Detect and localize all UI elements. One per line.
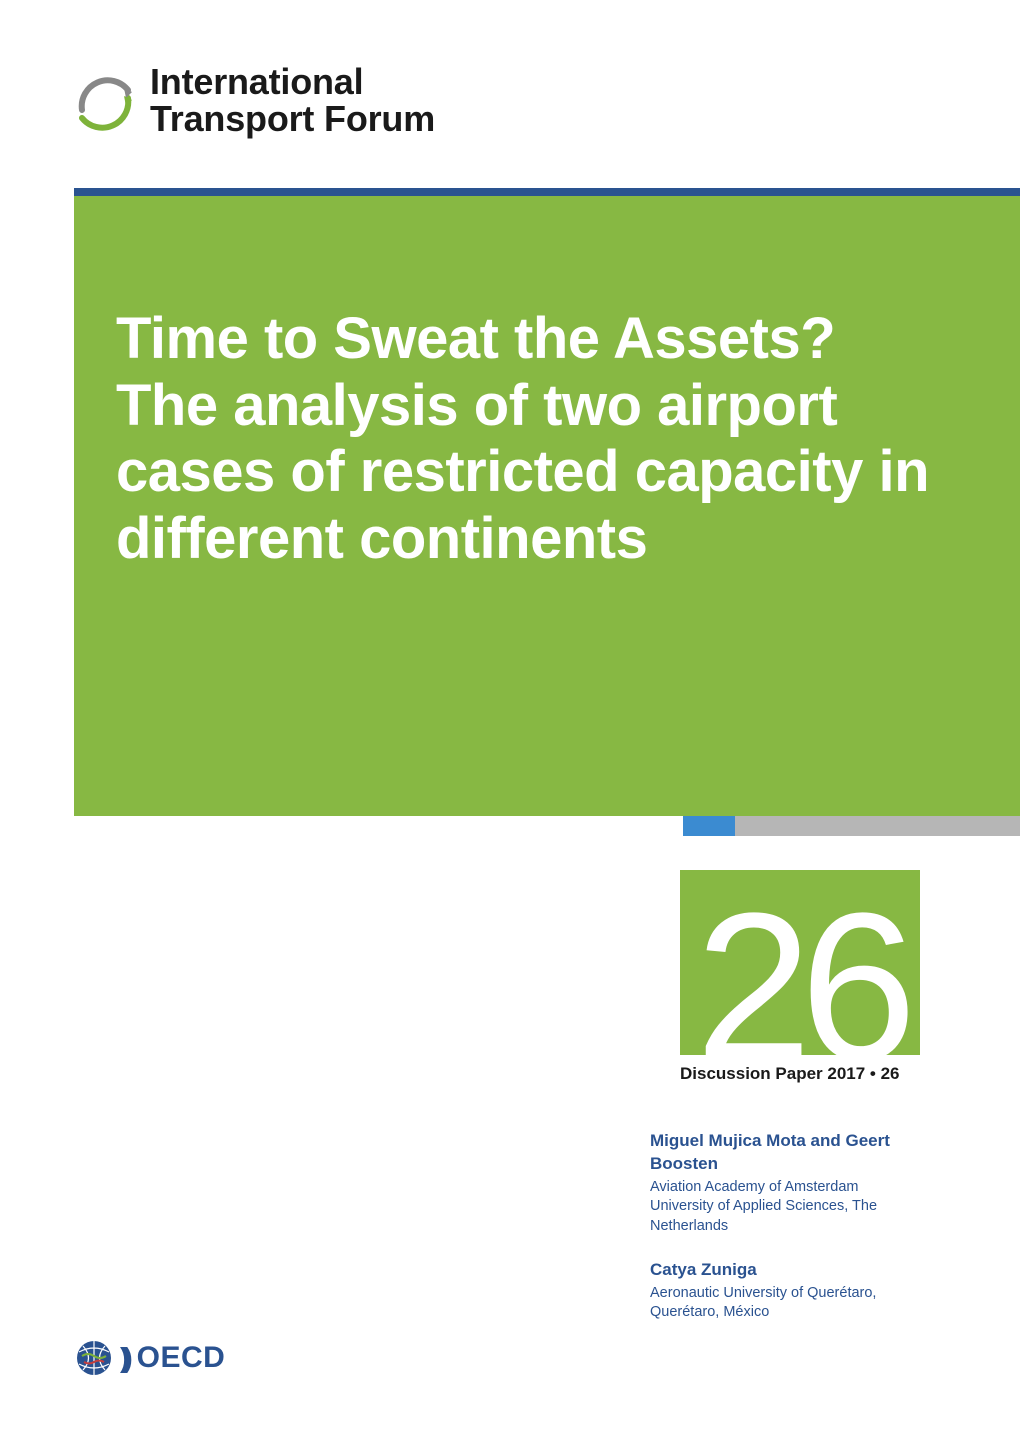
oecd-text: OECD	[137, 1341, 226, 1375]
itf-logo-line1: International	[150, 64, 435, 101]
paper-title: Time to Sweat the Assets? The analysis o…	[116, 306, 940, 573]
itf-logo: International Transport Forum	[74, 64, 435, 137]
author-1: Miguel Mujica Mota and Geert Boosten Avi…	[650, 1130, 920, 1237]
paper-label: Discussion Paper 2017 • 26	[680, 1064, 920, 1084]
oecd-logo: )) OECD	[74, 1338, 225, 1378]
author-affiliation: Aviation Academy of Amsterdam University…	[650, 1178, 920, 1237]
chevron-icon: ))	[120, 1342, 127, 1374]
hero-block: Time to Sweat the Assets? The analysis o…	[74, 196, 1020, 816]
itf-mark-icon	[74, 70, 136, 132]
globe-icon	[74, 1338, 114, 1378]
author-2: Catya Zuniga Aeronautic University of Qu…	[650, 1259, 920, 1323]
blue-separator	[74, 188, 1020, 196]
authors-block: Miguel Mujica Mota and Geert Boosten Avi…	[650, 1130, 920, 1345]
author-name: Miguel Mujica Mota and Geert Boosten	[650, 1130, 920, 1176]
paper-number-tile: 26	[680, 870, 920, 1055]
accent-spacer	[74, 816, 683, 836]
author-affiliation: Aeronautic University of Querétaro, Quer…	[650, 1284, 920, 1323]
itf-logo-text: International Transport Forum	[150, 64, 435, 137]
itf-logo-line2: Transport Forum	[150, 101, 435, 138]
author-name: Catya Zuniga	[650, 1259, 920, 1282]
accent-grey-bar	[735, 816, 1020, 836]
accent-blue-bar	[683, 816, 735, 836]
paper-number: 26	[695, 905, 905, 1055]
accent-bars	[74, 816, 1020, 836]
